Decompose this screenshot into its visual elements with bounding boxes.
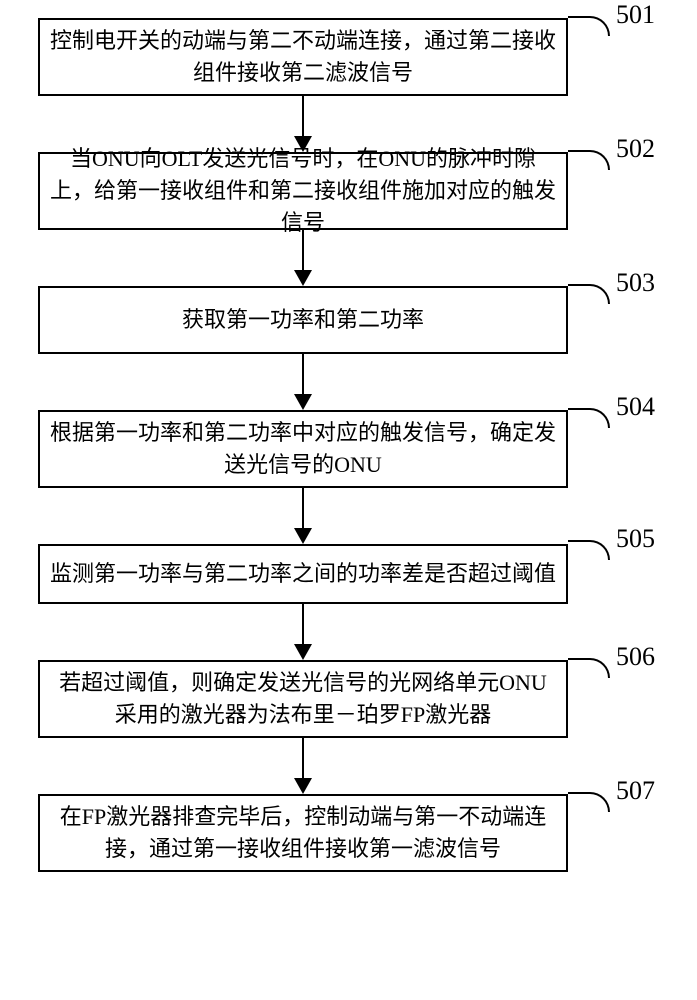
step-label-502: 502 — [616, 134, 655, 164]
flow-step-503: 获取第一功率和第二功率 — [38, 286, 568, 354]
arrow-head-icon — [294, 778, 312, 794]
arrow-line — [302, 488, 304, 530]
flow-step-506: 若超过阈值，则确定发送光信号的光网络单元ONU采用的激光器为法布里－珀罗FP激光… — [38, 660, 568, 738]
step-label-501: 501 — [616, 0, 655, 30]
arrow-line — [302, 96, 304, 138]
flow-step-502: 当ONU向OLT发送光信号时，在ONU的脉冲时隙上，给第一接收组件和第二接收组件… — [38, 152, 568, 230]
step-label-506: 506 — [616, 642, 655, 672]
leader-line — [568, 658, 610, 678]
flow-step-text: 当ONU向OLT发送光信号时，在ONU的脉冲时隙上，给第一接收组件和第二接收组件… — [50, 143, 556, 239]
leader-line — [568, 408, 610, 428]
flow-step-text: 控制电开关的动端与第二不动端连接，通过第二接收组件接收第二滤波信号 — [50, 25, 556, 89]
flow-step-504: 根据第一功率和第二功率中对应的触发信号，确定发送光信号的ONU — [38, 410, 568, 488]
arrow-line — [302, 354, 304, 396]
leader-line — [568, 284, 610, 304]
flow-step-text: 监测第一功率与第二功率之间的功率差是否超过阈值 — [50, 558, 556, 590]
arrow-head-icon — [294, 644, 312, 660]
arrow-line — [302, 604, 304, 646]
arrow-line — [302, 738, 304, 780]
leader-line — [568, 16, 610, 36]
flow-step-text: 在FP激光器排查完毕后，控制动端与第一不动端连接，通过第一接收组件接收第一滤波信… — [50, 801, 556, 865]
flowchart-canvas: 控制电开关的动端与第二不动端连接，通过第二接收组件接收第二滤波信号 501 当ONU… — [0, 0, 697, 1000]
leader-line — [568, 150, 610, 170]
step-label-507: 507 — [616, 776, 655, 806]
flow-step-text: 若超过阈值，则确定发送光信号的光网络单元ONU采用的激光器为法布里－珀罗FP激光… — [50, 667, 556, 731]
flow-step-507: 在FP激光器排查完毕后，控制动端与第一不动端连接，通过第一接收组件接收第一滤波信… — [38, 794, 568, 872]
flow-step-501: 控制电开关的动端与第二不动端连接，通过第二接收组件接收第二滤波信号 — [38, 18, 568, 96]
step-label-504: 504 — [616, 392, 655, 422]
flow-step-text: 获取第一功率和第二功率 — [182, 304, 424, 336]
leader-line — [568, 792, 610, 812]
arrow-line — [302, 230, 304, 272]
leader-line — [568, 540, 610, 560]
arrow-head-icon — [294, 528, 312, 544]
flow-step-text: 根据第一功率和第二功率中对应的触发信号，确定发送光信号的ONU — [50, 417, 556, 481]
step-label-503: 503 — [616, 268, 655, 298]
arrow-head-icon — [294, 394, 312, 410]
flow-step-505: 监测第一功率与第二功率之间的功率差是否超过阈值 — [38, 544, 568, 604]
step-label-505: 505 — [616, 524, 655, 554]
arrow-head-icon — [294, 270, 312, 286]
